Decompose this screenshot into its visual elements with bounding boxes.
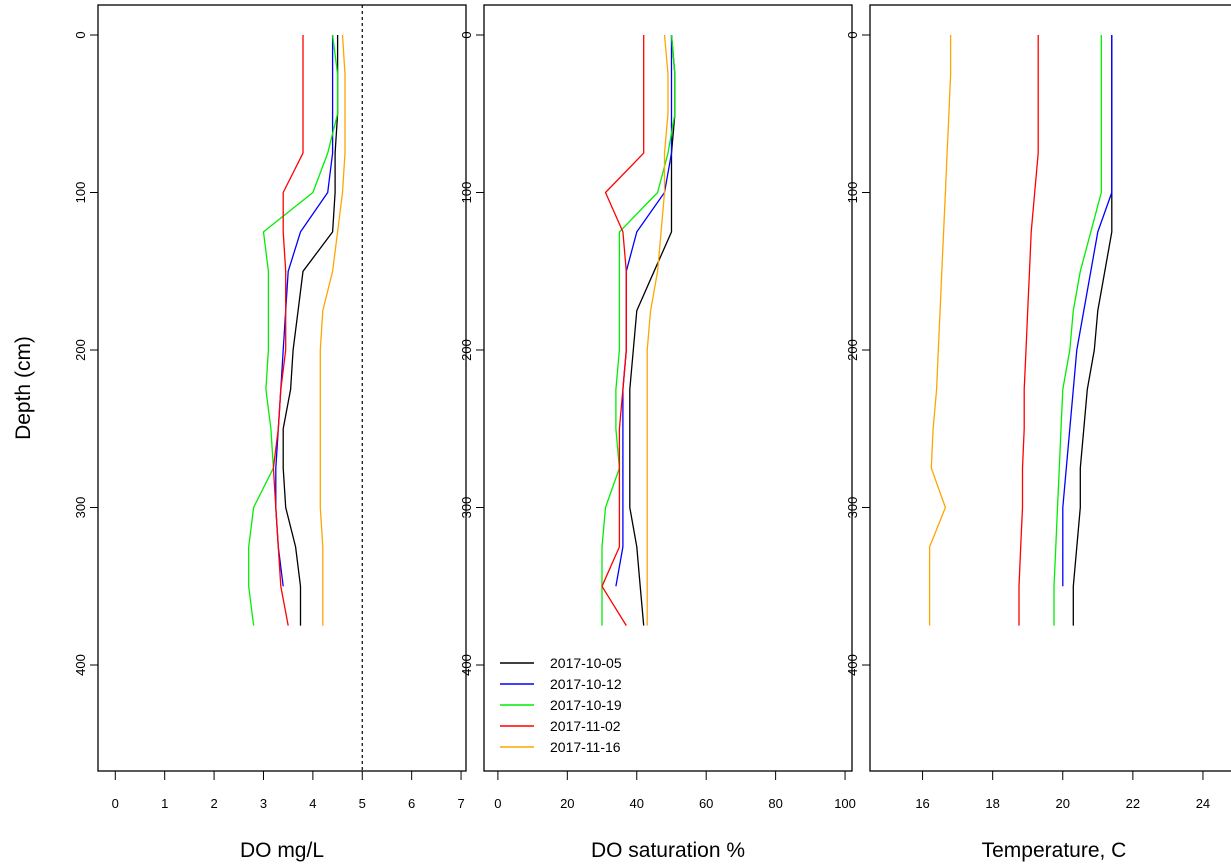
x-axis-title: DO saturation % — [591, 839, 745, 862]
x-tick-label: 4 — [309, 796, 316, 811]
x-tick-label: 60 — [699, 796, 713, 811]
x-tick-label: 20 — [1056, 796, 1070, 811]
x-axis-title: DO mg/L — [240, 839, 324, 862]
y-axis-title: Depth (cm) — [12, 336, 35, 440]
plot-frame — [869, 4, 1231, 772]
x-tick-label: 40 — [630, 796, 644, 811]
series-line-2017-11-16 — [928, 35, 952, 626]
panel-2: 0 100 200 300 400 0 20 40 60 80 100 DO saturation % — [459, 4, 856, 862]
y-tick-label: 0 — [845, 31, 860, 38]
x-tick-label: 22 — [1126, 796, 1140, 811]
y-tick-label: 200 — [845, 339, 860, 361]
y-tick-label: 0 — [459, 31, 474, 38]
series-line-2017-10-05 — [282, 35, 339, 626]
series-line-2017-10-12 — [1062, 35, 1113, 587]
series-line-2017-10-19 — [1053, 35, 1102, 626]
series-line-2017-10-19 — [248, 34, 339, 626]
legend-label: 2017-11-02 — [550, 718, 621, 734]
y-tick-label: 200 — [459, 339, 474, 361]
series-line-2017-10-12 — [275, 35, 334, 587]
y-tick-label: 400 — [73, 654, 88, 676]
x-tick-label: 2 — [210, 796, 217, 811]
x-tick-label: 0 — [112, 796, 119, 811]
series-line-2017-10-19 — [601, 34, 676, 626]
x-tick-label: 18 — [985, 796, 999, 811]
y-tick-label: 100 — [73, 182, 88, 204]
y-tick-label: 300 — [845, 497, 860, 519]
legend-label: 2017-10-19 — [550, 697, 622, 713]
legend: 2017-10-05 2017-10-12 2017-10-19 2017-11-02… — [500, 655, 622, 755]
legend-label: 2017-11-16 — [550, 739, 621, 755]
x-tick-label: 80 — [768, 796, 782, 811]
panel-3: 0 100 200 300 400 16 18 20 22 24 Temperature, C — [845, 4, 1231, 862]
plot-frame — [97, 4, 467, 772]
x-tick-label: 5 — [359, 796, 366, 811]
x-tick-label: 16 — [915, 796, 929, 811]
legend-label: 2017-10-12 — [550, 676, 622, 692]
y-tick-label: 0 — [73, 31, 88, 38]
panel-1: 0 100 200 300 400 0 1 2 3 4 5 6 7 DO mg/L — [73, 4, 467, 862]
x-tick-label: 7 — [457, 796, 464, 811]
x-tick-label: 20 — [560, 796, 574, 811]
legend-label: 2017-10-05 — [550, 655, 622, 671]
x-tick-label: 1 — [161, 796, 168, 811]
y-tick-label: 200 — [73, 339, 88, 361]
series-line-2017-11-02 — [601, 35, 645, 626]
x-tick-label: 0 — [494, 796, 501, 811]
series-line-2017-11-16 — [646, 34, 669, 626]
x-axis-title: Temperature, C — [982, 839, 1127, 862]
plot-frame — [483, 4, 853, 772]
y-tick-label: 400 — [459, 654, 474, 676]
series-line-2017-11-02 — [272, 35, 304, 626]
series-line-2017-11-16 — [319, 34, 346, 626]
x-tick-label: 100 — [834, 796, 856, 811]
y-tick-label: 300 — [73, 497, 88, 519]
series-line-2017-11-02 — [1018, 35, 1039, 626]
series-line-2017-10-05 — [1072, 35, 1113, 626]
y-tick-label: 300 — [459, 497, 474, 519]
y-tick-label: 400 — [845, 654, 860, 676]
x-tick-label: 6 — [408, 796, 415, 811]
y-tick-label: 100 — [459, 182, 474, 204]
x-tick-label: 24 — [1196, 796, 1210, 811]
y-tick-label: 100 — [845, 182, 860, 204]
x-tick-label: 3 — [260, 796, 267, 811]
series-line-2017-10-05 — [629, 34, 676, 626]
